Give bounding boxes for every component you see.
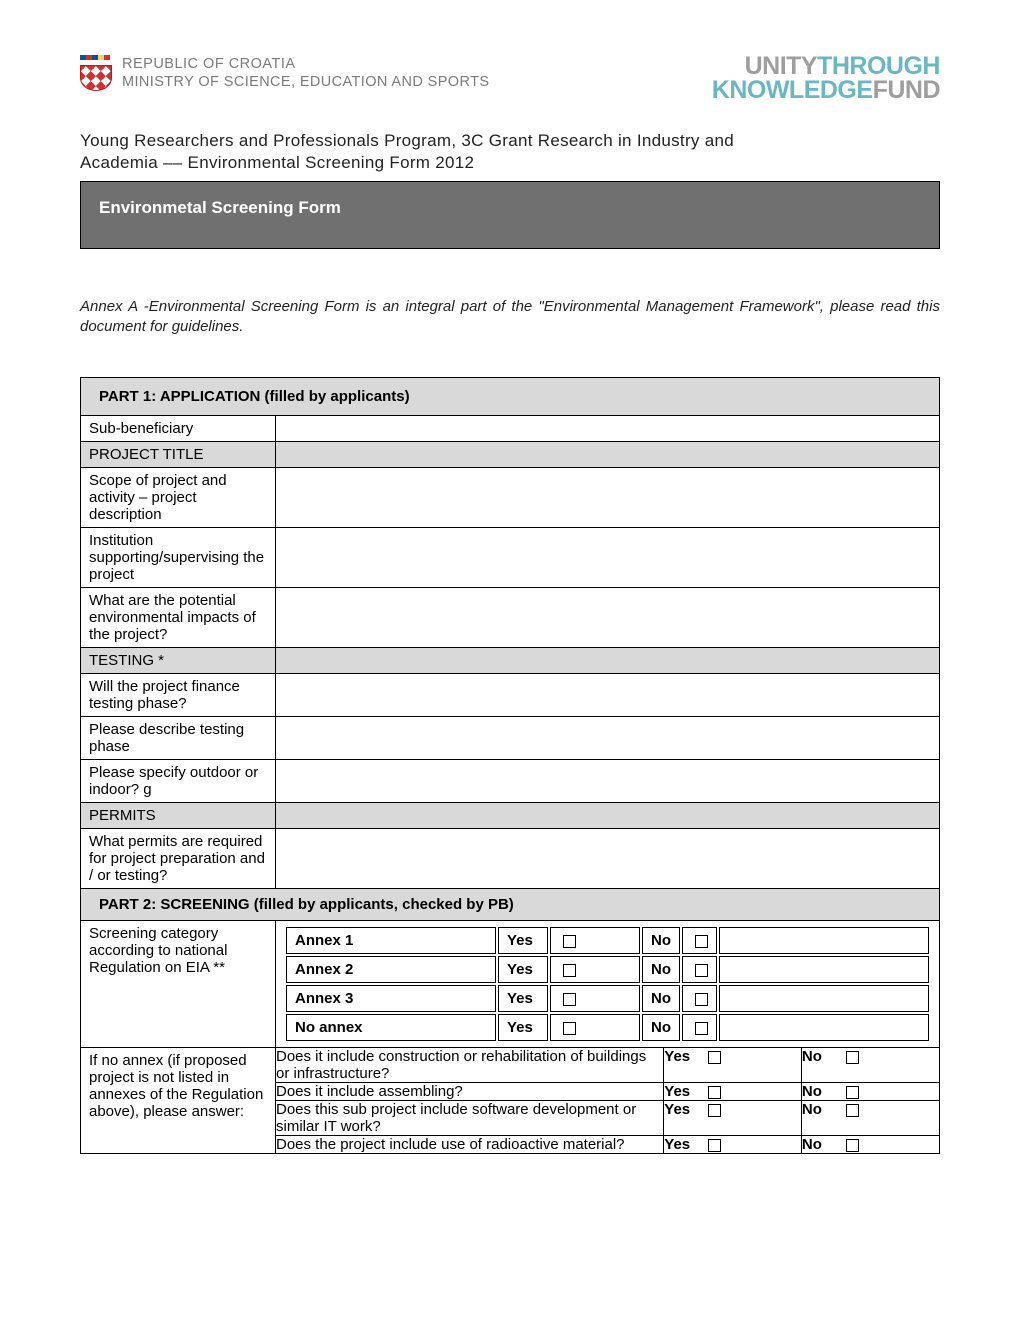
annex2-yes-checkbox[interactable]	[563, 964, 576, 977]
header-right-logo: UNITYTHROUGH KNOWLEDGEFUND	[712, 55, 940, 103]
q4-text: Does the project include use of radioact…	[276, 1136, 664, 1154]
row-project-title-label: PROJECT TITLE	[81, 442, 276, 468]
q1-no-checkbox[interactable]	[846, 1051, 859, 1064]
country-name: REPUBLIC OF CROATIA	[122, 55, 489, 73]
annex1-yes-label: Yes	[498, 927, 548, 954]
row-describe-testing-input[interactable]	[276, 717, 940, 760]
annex3-no-label: No	[642, 985, 680, 1012]
if-no-annex-label: If no annex (if proposed project is not …	[81, 1048, 276, 1154]
row-finance-testing-label: Will the project finance testing phase?	[81, 674, 276, 717]
q2-yes-checkbox[interactable]	[708, 1086, 721, 1099]
logo-line-2: KNOWLEDGEFUND	[712, 79, 940, 103]
if-no-annex-questions: Does it include construction or rehabili…	[276, 1048, 940, 1154]
q1-no-label: No	[802, 1048, 838, 1065]
row-institution-label: Institution supporting/supervising the p…	[81, 528, 276, 588]
q4-no-checkbox[interactable]	[846, 1139, 859, 1152]
q3-no-checkbox[interactable]	[846, 1104, 859, 1117]
q2-no-label: No	[802, 1083, 838, 1100]
form-banner: Environmetal Screening Form	[80, 181, 940, 249]
q4-no-label: No	[802, 1136, 838, 1153]
annex1-no-label: No	[642, 927, 680, 954]
annex3-yes-label: Yes	[498, 985, 548, 1012]
ministry-text: REPUBLIC OF CROATIA MINISTRY OF SCIENCE,…	[122, 55, 489, 91]
row-scope-input[interactable]	[276, 468, 940, 528]
row-sub-beneficiary-label: Sub-beneficiary	[81, 416, 276, 442]
screening-category-options: Annex 1 Yes No Annex 2 Yes No	[276, 921, 940, 1048]
row-outdoor-indoor-input[interactable]	[276, 760, 940, 803]
row-scope-label: Scope of project and activity – project …	[81, 468, 276, 528]
noannex-no-label: No	[642, 1014, 680, 1041]
annex3-label: Annex 3	[286, 985, 496, 1012]
page-header: REPUBLIC OF CROATIA MINISTRY OF SCIENCE,…	[80, 55, 940, 103]
row-permits-q-label: What permits are required for project pr…	[81, 829, 276, 889]
q4-yes-checkbox[interactable]	[708, 1139, 721, 1152]
q1-text: Does it include construction or rehabili…	[276, 1048, 664, 1083]
sub-questions-table: Does it include construction or rehabili…	[276, 1048, 939, 1153]
form-table: PART 1: APPLICATION (filled by applicant…	[80, 377, 940, 1154]
row-finance-testing-input[interactable]	[276, 674, 940, 717]
q1-yes-label: Yes	[664, 1048, 700, 1065]
row-sub-beneficiary-input[interactable]	[276, 416, 940, 442]
row-outdoor-indoor-label: Please specify outdoor or indoor? g	[81, 760, 276, 803]
noannex-no-checkbox[interactable]	[695, 1022, 708, 1035]
q2-no-checkbox[interactable]	[846, 1086, 859, 1099]
logo-knowledge: KNOWLEDGE	[712, 76, 873, 104]
q1-yes-checkbox[interactable]	[708, 1051, 721, 1064]
page: REPUBLIC OF CROATIA MINISTRY OF SCIENCE,…	[0, 0, 1020, 1320]
q3-yes-label: Yes	[664, 1101, 700, 1118]
row-permits-label: PERMITS	[81, 803, 276, 829]
row-institution-input[interactable]	[276, 528, 940, 588]
annex2-no-label: No	[642, 956, 680, 983]
annex-note: Annex A -Environmental Screening Form is…	[80, 297, 940, 338]
header-left: REPUBLIC OF CROATIA MINISTRY OF SCIENCE,…	[80, 55, 489, 91]
q2-yes-label: Yes	[664, 1083, 700, 1100]
ministry-name: MINISTRY OF SCIENCE, EDUCATION AND SPORT…	[122, 73, 489, 91]
row-testing-label: TESTING *	[81, 648, 276, 674]
row-impacts-input[interactable]	[276, 588, 940, 648]
q4-yes-label: Yes	[664, 1136, 700, 1153]
annex1-no-checkbox[interactable]	[695, 935, 708, 948]
annex1-yes-checkbox[interactable]	[563, 935, 576, 948]
part1-header: PART 1: APPLICATION (filled by applicant…	[81, 378, 940, 416]
annex1-label: Annex 1	[286, 927, 496, 954]
annex2-label: Annex 2	[286, 956, 496, 983]
annex3-no-checkbox[interactable]	[695, 993, 708, 1006]
screening-options-table: Annex 1 Yes No Annex 2 Yes No	[284, 925, 931, 1043]
part2-header: PART 2: SCREENING (filled by applicants,…	[81, 889, 940, 921]
row-permits-q-input[interactable]	[276, 829, 940, 889]
document-title-line1: Young Researchers and Professionals Prog…	[80, 131, 940, 151]
row-testing-input[interactable]	[276, 648, 940, 674]
noannex-yes-checkbox[interactable]	[563, 1022, 576, 1035]
row-describe-testing-label: Please describe testing phase	[81, 717, 276, 760]
croatia-coat-of-arms-icon	[80, 55, 112, 91]
q3-text: Does this sub project include software d…	[276, 1101, 664, 1136]
row-project-title-input[interactable]	[276, 442, 940, 468]
document-title-line2: Academia –– Environmental Screening Form…	[80, 153, 940, 173]
annex2-no-checkbox[interactable]	[695, 964, 708, 977]
annex3-yes-checkbox[interactable]	[563, 993, 576, 1006]
logo-fund: FUND	[873, 76, 940, 104]
screening-category-label: Screening category according to national…	[81, 921, 276, 1048]
q3-yes-checkbox[interactable]	[708, 1104, 721, 1117]
noannex-yes-label: Yes	[498, 1014, 548, 1041]
annex2-yes-label: Yes	[498, 956, 548, 983]
q3-no-label: No	[802, 1101, 838, 1118]
row-impacts-label: What are the potential environmental imp…	[81, 588, 276, 648]
noannex-label: No annex	[286, 1014, 496, 1041]
row-permits-input[interactable]	[276, 803, 940, 829]
q2-text: Does it include assembling?	[276, 1083, 664, 1101]
